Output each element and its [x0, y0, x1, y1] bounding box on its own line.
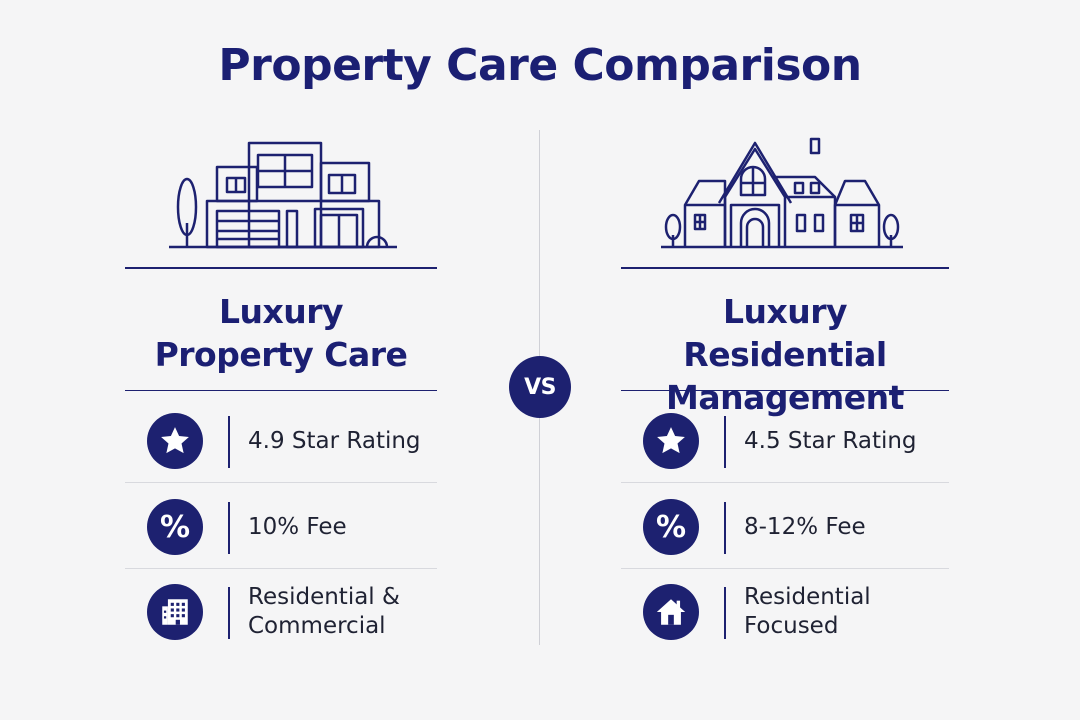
- building-icon: [147, 584, 203, 640]
- star-icon: [147, 413, 203, 469]
- scope-text: Residential & Commercial: [248, 584, 400, 639]
- feature-fee: % 8-12% Fee: [621, 487, 949, 569]
- feature-scope: Residential & Commercial: [125, 572, 437, 652]
- page-title: Property Care Comparison: [218, 40, 862, 91]
- percent-icon: %: [147, 499, 203, 555]
- mansion-icon: [661, 137, 903, 249]
- rating-text: 4.9 Star Rating: [248, 427, 421, 454]
- house-icon: [643, 584, 699, 640]
- feature-scope: Residential Focused: [621, 572, 949, 652]
- modern-house-icon: [169, 141, 397, 249]
- provider-name: Luxury Property Care: [154, 292, 408, 374]
- top-rule: [621, 267, 949, 269]
- fee-text: 8-12% Fee: [744, 513, 866, 540]
- feature-fee: % 10% Fee: [125, 487, 437, 569]
- top-rule: [125, 267, 437, 269]
- feature-rating: 4.9 Star Rating: [125, 401, 437, 483]
- scope-text: Residential Focused: [744, 584, 871, 639]
- star-icon: [643, 413, 699, 469]
- percent-icon: %: [643, 499, 699, 555]
- fee-text: 10% Fee: [248, 513, 347, 540]
- provider-name: Luxury Residential Management: [666, 292, 904, 417]
- vs-badge: VS: [509, 356, 571, 418]
- rating-text: 4.5 Star Rating: [744, 427, 917, 454]
- feature-rating: 4.5 Star Rating: [621, 401, 949, 483]
- name-rule: [621, 390, 949, 391]
- name-rule: [125, 390, 437, 391]
